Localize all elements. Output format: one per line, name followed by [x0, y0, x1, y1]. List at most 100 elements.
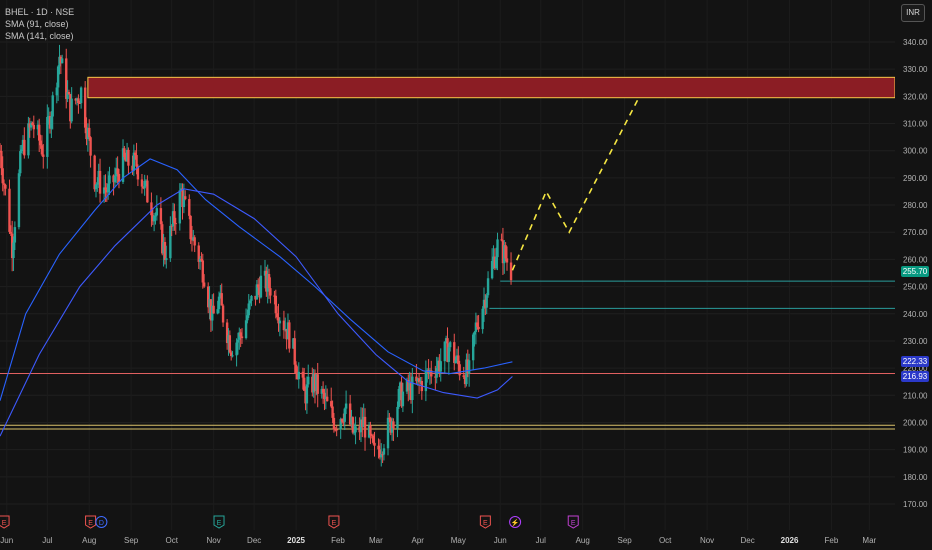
- candle-body: [454, 360, 457, 363]
- candle-body: [171, 211, 175, 227]
- candle-body: [50, 116, 53, 129]
- candle-body: [238, 332, 241, 340]
- candle-body: [254, 295, 257, 300]
- price-tick-label: 180.00: [903, 473, 928, 482]
- candle-body: [482, 299, 486, 309]
- candle-body: [193, 237, 196, 246]
- candle-body: [408, 382, 411, 391]
- candle-body: [344, 403, 348, 409]
- candle-body: [389, 418, 392, 433]
- candle-body: [369, 425, 372, 436]
- candle-body: [221, 305, 225, 323]
- candle-body: [430, 370, 433, 377]
- candle-body: [439, 361, 442, 372]
- sma141-legend[interactable]: SMA (141, close): [5, 31, 74, 41]
- candle-body: [151, 215, 154, 222]
- candle-body: [265, 270, 268, 292]
- candle-body: [476, 322, 479, 327]
- candle-body: [463, 377, 467, 385]
- candle-body: [323, 392, 326, 400]
- candle-body: [255, 284, 259, 300]
- candle-body: [231, 355, 234, 357]
- projection-path: [511, 96, 641, 271]
- candle-body: [179, 188, 183, 191]
- candle-body: [212, 305, 215, 314]
- candle-body: [419, 380, 422, 383]
- candle-body: [174, 223, 177, 225]
- candle-body: [267, 274, 271, 289]
- candle-body: [386, 417, 390, 449]
- candle-body: [77, 98, 80, 104]
- candle-body: [146, 180, 149, 203]
- candle-body: [106, 183, 110, 193]
- time-tick-label: Mar: [862, 536, 876, 545]
- candle-body: [296, 373, 299, 380]
- candle-body: [23, 139, 26, 156]
- candle-body: [229, 352, 233, 357]
- candle-body: [66, 91, 69, 99]
- candle-body: [88, 127, 91, 138]
- event-marker[interactable]: [509, 516, 522, 528]
- candle-body: [500, 239, 503, 241]
- candle-body: [192, 237, 195, 241]
- event-marker[interactable]: [85, 515, 97, 529]
- candle-body: [292, 338, 295, 349]
- event-marker[interactable]: [328, 515, 340, 529]
- candle-body: [48, 116, 52, 129]
- candle-body: [274, 295, 278, 314]
- candle-body: [47, 116, 50, 118]
- candle-body: [458, 364, 461, 376]
- currency-button[interactable]: INR: [901, 4, 925, 22]
- candle-body: [132, 152, 136, 171]
- candle-body: [89, 137, 92, 156]
- candle-body: [150, 202, 153, 216]
- candle-body: [27, 123, 30, 156]
- candle-body: [40, 145, 44, 155]
- candle-body: [382, 448, 386, 455]
- candle-body: [286, 322, 290, 340]
- candle-body: [170, 225, 173, 227]
- time-tick-label: Jul: [42, 536, 52, 545]
- candle-body: [377, 445, 380, 450]
- candle-body: [340, 419, 344, 422]
- candle-body: [447, 347, 451, 362]
- candle-body: [178, 190, 182, 224]
- candle-body: [380, 454, 383, 458]
- candle-body: [83, 87, 87, 128]
- time-tick-label: 2025: [287, 536, 305, 545]
- event-marker[interactable]: [479, 515, 491, 529]
- candle-body: [330, 401, 333, 407]
- candle-body: [46, 117, 49, 157]
- candle-body: [10, 233, 14, 259]
- candle-body: [248, 300, 252, 304]
- candle-body: [435, 368, 438, 378]
- candle-body: [184, 196, 187, 200]
- candle-body: [140, 179, 144, 187]
- candle-body: [324, 396, 328, 400]
- event-markers: E E D E E E ⚡ E: [0, 515, 579, 529]
- time-tick-label: Jun: [0, 536, 13, 545]
- candle-body: [396, 406, 399, 429]
- candle-body: [288, 322, 291, 349]
- candle-body: [400, 382, 403, 407]
- candle-body: [320, 388, 323, 394]
- event-marker[interactable]: [567, 515, 579, 529]
- sma-price-tag: 216.93: [901, 370, 929, 382]
- event-marker[interactable]: [95, 516, 108, 528]
- candle-body: [79, 87, 83, 104]
- candle-body: [371, 435, 375, 443]
- candle-body: [485, 295, 488, 308]
- time-tick-label: 2026: [781, 536, 799, 545]
- event-marker[interactable]: [213, 515, 225, 529]
- time-tick-label: Nov: [206, 536, 220, 545]
- candle-body: [424, 370, 428, 392]
- time-tick-label: Sep: [617, 536, 632, 545]
- time-tick-label: Nov: [700, 536, 714, 545]
- candle-body: [4, 184, 7, 189]
- event-marker[interactable]: [0, 515, 10, 529]
- candle-body: [284, 329, 287, 331]
- candle-body: [282, 320, 286, 331]
- candle-body: [466, 359, 469, 374]
- sma91-legend[interactable]: SMA (91, close): [5, 19, 69, 29]
